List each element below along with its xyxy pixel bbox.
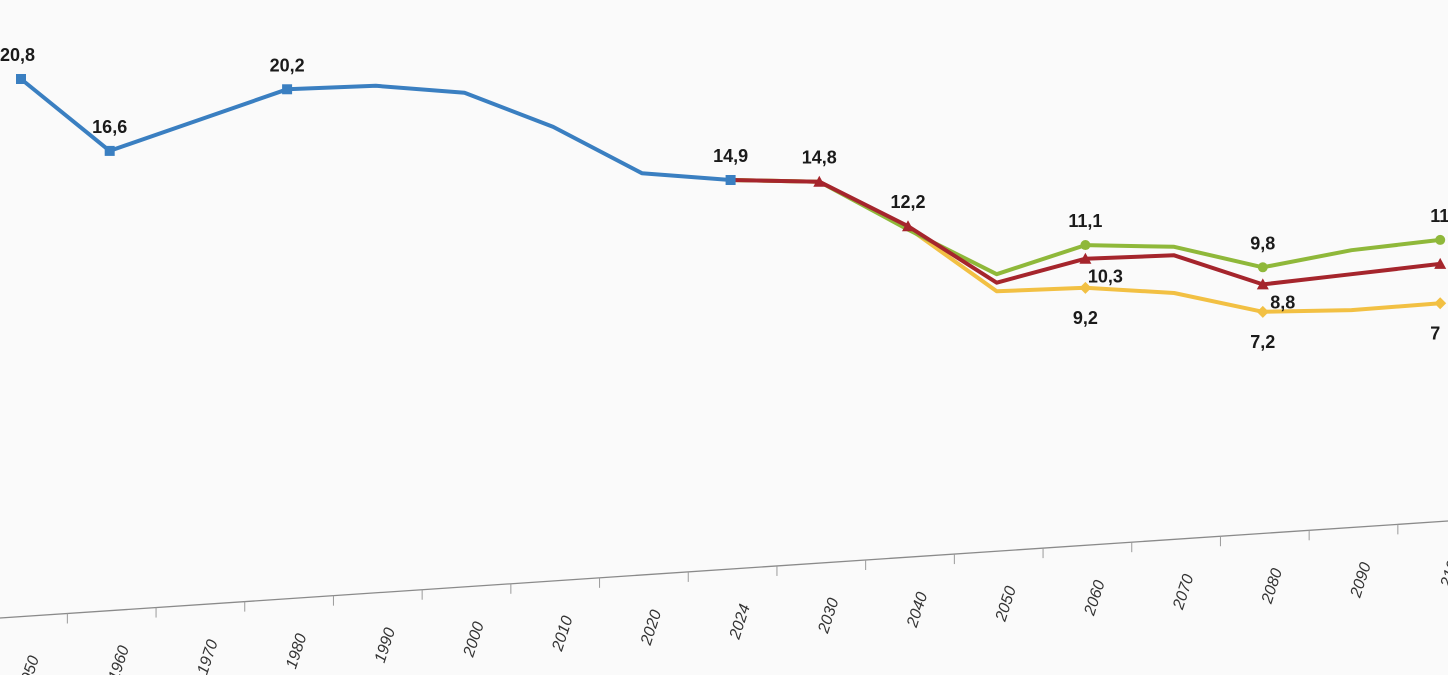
data-label-projection-low: 9,2	[1073, 308, 1098, 328]
data-point-observed	[104, 145, 115, 156]
series-line-projection-medium	[728, 178, 1443, 287]
data-label-observed: 14,9	[713, 146, 748, 166]
data-point-projection-medium	[1079, 252, 1092, 264]
data-label-projection-medium: 8,8	[1270, 292, 1295, 312]
data-point-observed	[725, 175, 736, 185]
data-point-projection-medium	[902, 220, 914, 232]
x-tick-label: 2040	[904, 590, 932, 630]
x-tick-label: 1990	[372, 626, 399, 665]
data-point-projection-medium	[1434, 257, 1447, 269]
data-point-projection-low	[1079, 281, 1092, 294]
data-label-projection-high: 11,4	[1430, 206, 1448, 226]
x-tick-label: 2030	[815, 596, 843, 636]
data-label-projection-low: 7	[1430, 323, 1440, 343]
data-point-projection-medium	[1256, 278, 1269, 290]
x-tick-label: 950	[19, 654, 43, 675]
data-point-observed	[282, 84, 293, 95]
data-point-projection-medium	[813, 175, 826, 187]
data-labels: 20,8 16,6 20,2 14,9 11,1 9,8 11,4 14,8 12,2 10,3 8…	[0, 45, 1448, 352]
x-tick-label: 2010	[549, 614, 577, 654]
data-label-projection-medium: 12,2	[890, 192, 925, 212]
data-label-projection-medium: 10,3	[1088, 267, 1123, 287]
data-point-observed	[16, 74, 26, 84]
data-point-projection-high	[1257, 262, 1268, 273]
x-tick-label: 210	[1437, 559, 1448, 591]
x-tick-label: 2070	[1170, 572, 1198, 612]
x-tick-label: 2000	[460, 620, 488, 660]
data-point-projection-high	[1080, 240, 1091, 251]
x-tick-label: 1970	[195, 638, 222, 675]
x-tick-label: 2020	[638, 608, 666, 648]
data-point-projection-low	[1256, 305, 1269, 318]
data-label-projection-low: 7,2	[1250, 332, 1275, 352]
x-tick-label: 2090	[1347, 560, 1375, 600]
data-point-projection-low	[1434, 297, 1447, 310]
x-axis: 950 1960 1970 1980 1990 2000 2010 2020 2024 2030 2…	[0, 520, 1448, 675]
x-tick-label: 1980	[283, 632, 310, 671]
series-markers	[16, 74, 1447, 318]
data-label-observed: 20,2	[270, 55, 305, 75]
data-label-projection-medium: 14,8	[802, 148, 837, 168]
x-tick-label: 2060	[1081, 578, 1109, 618]
data-point-projection-high	[1435, 234, 1446, 245]
x-tick-label: 1960	[106, 644, 133, 675]
data-label-projection-high: 9,8	[1250, 233, 1275, 253]
series-lines	[19, 77, 1443, 314]
x-axis-line	[0, 520, 1448, 619]
data-label-projection-high: 11,1	[1068, 211, 1102, 231]
x-tick-label: 2024	[726, 602, 754, 642]
x-tick-label: 2050	[993, 584, 1021, 624]
series-line-observed	[19, 77, 733, 182]
x-tick-label: 2080	[1259, 566, 1287, 606]
data-label-observed: 20,8	[0, 45, 35, 65]
data-label-observed: 16,6	[92, 117, 127, 137]
